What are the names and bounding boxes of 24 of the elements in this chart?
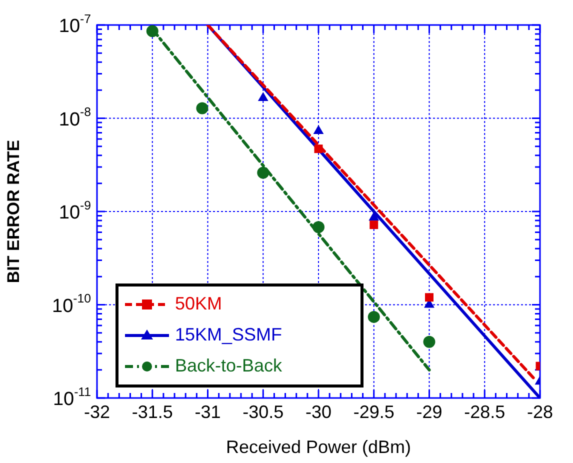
point: [425, 293, 434, 302]
x-tick-label: -31.5: [132, 402, 173, 422]
point: [312, 221, 324, 234]
x-tick-label: -28: [526, 402, 554, 422]
x-tick-label: -29: [416, 402, 442, 422]
point: [314, 144, 323, 154]
x-tick-label: -31: [194, 402, 221, 422]
point: [370, 220, 378, 230]
x-tick-label: -30.5: [242, 402, 284, 422]
point: [368, 212, 380, 221]
point: [368, 310, 380, 323]
x-tick-label: -29.5: [353, 402, 394, 422]
point: [257, 166, 270, 179]
y-axis-title: BIT ERROR RATE: [4, 140, 23, 284]
point: [423, 336, 436, 348]
legend-label: 15KM_SSMF: [175, 324, 282, 344]
point: [146, 25, 158, 38]
x-tick-label: -28.5: [464, 402, 506, 422]
point: [196, 102, 208, 114]
x-tick-label: -32: [84, 402, 110, 422]
legend-label: Back-to-Back: [175, 355, 284, 376]
x-tick-label: -30: [305, 402, 332, 422]
legend-label: 50KM: [175, 293, 222, 314]
x-axis-title: Received Power (dBm): [226, 437, 412, 458]
